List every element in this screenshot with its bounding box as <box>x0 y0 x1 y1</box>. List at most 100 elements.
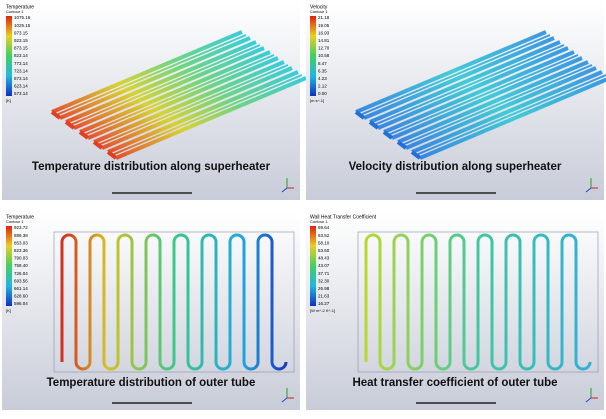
tube <box>363 36 555 120</box>
legend-value: 773.14 <box>14 61 28 66</box>
legend-value: 726.04 <box>14 271 28 276</box>
tube <box>401 64 593 146</box>
legend-value: 16.93 <box>318 30 330 35</box>
legend-value: 1075.16 <box>14 15 31 20</box>
legend-value: 14.81 <box>318 38 330 43</box>
legend-value: 26.98 <box>318 286 330 291</box>
tube <box>65 40 257 124</box>
tube <box>383 50 575 134</box>
tube <box>73 46 265 130</box>
tube <box>69 44 261 126</box>
legend-value: 63.52 <box>318 233 330 238</box>
legend-value: 723.14 <box>14 68 28 73</box>
tube <box>419 77 606 160</box>
tube <box>359 34 551 116</box>
legend-title: Wall Heat Transfer Coefficient <box>310 214 377 220</box>
legend-value: 673.14 <box>14 76 28 81</box>
legend-value: 790.03 <box>14 256 28 261</box>
axis-z <box>585 397 592 403</box>
axis-z <box>281 397 288 403</box>
legend-value: 0.00 <box>318 91 327 96</box>
tube <box>51 30 243 114</box>
legend-value: 53.60 <box>318 248 330 253</box>
legend-value: 19.05 <box>318 23 330 28</box>
legend-value: 923.15 <box>14 38 28 43</box>
tube-end <box>382 130 394 140</box>
legend-value: 43.07 <box>318 263 330 268</box>
tube <box>369 40 561 124</box>
axis-z <box>281 187 288 193</box>
caption: Velocity distribution along superheater <box>349 161 562 173</box>
legend-value: 6.35 <box>318 68 327 73</box>
legend-unit: [m s^-1] <box>310 98 324 103</box>
legend-value: 628.60 <box>14 294 28 299</box>
tube-end <box>78 130 90 140</box>
tube <box>373 44 565 126</box>
legend-value: 823.14 <box>14 53 28 58</box>
legend-value: 48.43 <box>318 256 330 261</box>
tube <box>387 54 579 136</box>
tube <box>115 76 307 160</box>
tube-outline <box>53 231 295 373</box>
legend-value: 596.04 <box>14 301 28 306</box>
legend-value: 58.10 <box>318 240 330 245</box>
tube <box>107 70 299 154</box>
tube-end <box>64 120 76 130</box>
legend-title: Velocity <box>310 4 328 10</box>
legend-value: 873.15 <box>14 46 28 51</box>
tube <box>111 74 303 156</box>
tube <box>55 34 247 116</box>
legend-value: 21.18 <box>318 15 330 20</box>
tube-outline <box>357 231 599 373</box>
legend-value: 923.72 <box>14 225 28 230</box>
legend-value: 661.14 <box>14 286 28 291</box>
panel-background <box>2 212 300 410</box>
tube <box>79 50 271 134</box>
tube-end <box>368 120 380 130</box>
panel-background <box>306 212 604 410</box>
tube-end <box>354 110 366 120</box>
tube <box>101 66 293 150</box>
tube <box>411 70 603 154</box>
legend-colorbar <box>310 16 316 96</box>
legend-value: 2.12 <box>318 84 327 89</box>
caption: Temperature distribution along superheat… <box>32 161 271 173</box>
legend-colorbar <box>6 16 12 96</box>
tube <box>59 36 251 120</box>
legend-unit: [W m^-2 K^-1] <box>310 308 335 313</box>
tube <box>97 64 289 146</box>
legend-value: 823.36 <box>14 248 28 253</box>
legend-value: 10.58 <box>318 53 330 58</box>
legend-value: 623.14 <box>14 84 28 89</box>
legend-value: 573.14 <box>14 91 28 96</box>
legend-value: 37.71 <box>318 271 330 276</box>
legend-colorbar <box>310 226 316 306</box>
tube <box>415 74 606 156</box>
caption: Temperature distribution of outer tube <box>47 377 256 389</box>
legend-value: 693.56 <box>14 278 28 283</box>
legend-colorbar <box>6 226 12 306</box>
legend-subtitle: Contour 1 <box>6 219 24 224</box>
tube <box>93 60 285 144</box>
serpentine-tube <box>60 233 288 371</box>
tube-end <box>50 110 62 120</box>
tube <box>87 56 279 140</box>
caption: Heat transfer coefficient of outer tube <box>352 377 557 389</box>
legend-value: 12.70 <box>318 46 330 51</box>
legend-title: Temperature <box>6 4 34 10</box>
legend-value: 16.27 <box>318 301 330 306</box>
tube <box>397 60 589 144</box>
legend-value: 69.64 <box>318 225 330 230</box>
axis-z <box>585 187 592 193</box>
legend-title: Temperature <box>6 214 34 220</box>
legend-value: 853.03 <box>14 240 28 245</box>
legend-value: 32.30 <box>318 278 330 283</box>
legend-subtitle: Contour 1 <box>310 9 328 14</box>
legend-value: 8.47 <box>318 61 327 66</box>
legend-value: 4.23 <box>318 76 327 81</box>
